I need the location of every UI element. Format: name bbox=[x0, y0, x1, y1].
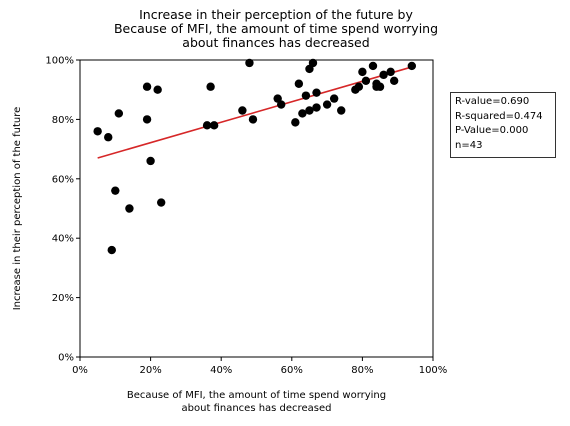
x-axis-label-line-2: about finances has decreased bbox=[182, 403, 332, 414]
data-point bbox=[312, 103, 321, 112]
data-point bbox=[238, 106, 247, 115]
x-tick-label: 40% bbox=[210, 365, 232, 376]
data-point bbox=[386, 67, 395, 77]
data-point bbox=[142, 82, 152, 91]
data-points bbox=[93, 58, 417, 255]
y-axis-label: Increase in their perception of the futu… bbox=[12, 107, 23, 311]
data-point bbox=[142, 115, 152, 124]
data-point bbox=[379, 70, 388, 80]
data-point bbox=[125, 204, 134, 213]
n-count-text: n=43 bbox=[455, 139, 483, 151]
data-point bbox=[322, 100, 332, 109]
data-point bbox=[361, 76, 371, 85]
x-tick-label: 100% bbox=[419, 365, 448, 376]
data-point bbox=[354, 82, 364, 91]
y-tick-label: 100% bbox=[45, 56, 74, 67]
data-point bbox=[114, 109, 124, 118]
data-point bbox=[153, 85, 162, 94]
data-point bbox=[107, 245, 116, 255]
x-tick-label: 0% bbox=[72, 365, 88, 376]
data-point bbox=[111, 186, 120, 195]
y-tick-label: 80% bbox=[52, 115, 74, 126]
data-point bbox=[202, 121, 212, 130]
data-point bbox=[312, 88, 321, 97]
data-point bbox=[368, 61, 378, 71]
data-point bbox=[248, 115, 258, 124]
plot-area-frame bbox=[79, 59, 434, 358]
data-point bbox=[298, 109, 307, 118]
y-tick-label: 40% bbox=[52, 234, 74, 245]
data-point bbox=[209, 121, 219, 130]
x-tick-label: 20% bbox=[139, 365, 161, 376]
y-tick-label: 60% bbox=[52, 174, 74, 185]
data-point bbox=[294, 79, 304, 88]
data-point bbox=[93, 127, 102, 136]
x-axis-label: Because of MFI, the amount of time spend… bbox=[127, 390, 386, 414]
data-point bbox=[358, 67, 367, 77]
chart-title-line-1: Increase in their perception of the futu… bbox=[139, 7, 413, 22]
axis-ticks: 0% 20% 40% 60% 80% 100% 0% 20% 40% 60% 80% 100% bbox=[45, 56, 447, 377]
data-point bbox=[329, 94, 339, 103]
data-point bbox=[245, 58, 254, 68]
data-point bbox=[308, 58, 318, 68]
r-value-text: R-value=0.690 bbox=[455, 96, 530, 107]
data-point bbox=[206, 82, 215, 91]
x-tick-label: 60% bbox=[281, 365, 303, 376]
data-point bbox=[389, 76, 399, 85]
data-point bbox=[337, 106, 346, 115]
statistics-box: R-value=0.690 R-squared=0.474 P-Value=0.… bbox=[450, 92, 556, 158]
data-point bbox=[291, 118, 300, 127]
data-point bbox=[146, 156, 155, 166]
y-tick-label: 20% bbox=[52, 293, 74, 304]
data-point bbox=[305, 106, 314, 115]
data-point bbox=[375, 82, 385, 91]
x-axis-label-line-1: Because of MFI, the amount of time spend… bbox=[127, 390, 386, 401]
p-value-text: P-Value=0.000 bbox=[455, 125, 529, 136]
data-point bbox=[104, 133, 113, 142]
chart-title: Increase in their perception of the futu… bbox=[114, 7, 438, 50]
chart-title-line-2: Because of MFI, the amount of time spend… bbox=[114, 21, 438, 36]
data-point bbox=[156, 198, 166, 207]
x-tick-label: 80% bbox=[351, 365, 373, 376]
chart-title-line-3: about finances has decreased bbox=[182, 35, 369, 50]
data-point bbox=[277, 100, 286, 109]
r-squared-text: R-squared=0.474 bbox=[455, 110, 543, 122]
y-tick-label: 0% bbox=[58, 353, 74, 364]
data-point bbox=[407, 61, 417, 71]
data-point bbox=[301, 91, 311, 100]
